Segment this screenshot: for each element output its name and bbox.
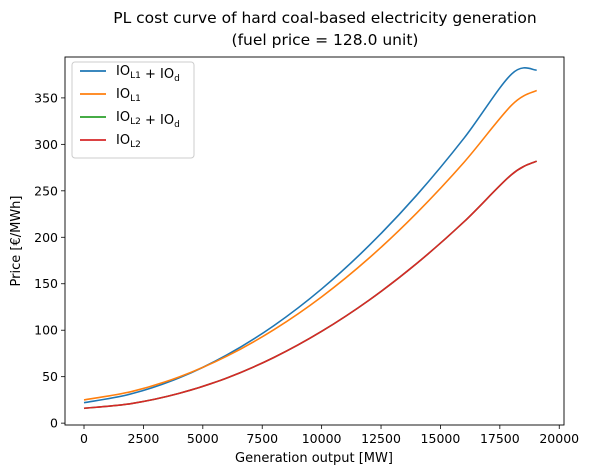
legend-label-part: IO <box>116 64 130 79</box>
y-tick-label: 50 <box>42 369 58 384</box>
legend-label-part: IO <box>116 110 130 125</box>
y-tick-label: 150 <box>34 276 58 291</box>
legend-label-part: IO <box>116 133 130 148</box>
legend-label-part: L2 <box>130 140 141 150</box>
x-tick-label: 7500 <box>246 431 278 446</box>
plot-frame <box>64 56 565 426</box>
x-tick-label: 5000 <box>187 431 219 446</box>
x-tick-label: 2500 <box>128 431 160 446</box>
legend-label-part: L1 <box>130 94 141 104</box>
chart-title-line-2: (fuel price = 128.0 unit) <box>232 31 419 49</box>
legend-label-3: IOL2 + IOd <box>116 110 180 130</box>
x-tick-label: 17500 <box>480 431 520 446</box>
legend-label-part: L1 <box>130 71 141 81</box>
x-axis-ticks: 0 2500 5000 7500 10000 12500 15000 17500 20000 <box>80 425 579 446</box>
legend-label-part: d <box>174 120 180 130</box>
y-tick-label: 0 <box>50 416 58 431</box>
x-tick-label: 12500 <box>361 431 401 446</box>
x-tick-label: 15000 <box>421 431 461 446</box>
y-axis-ticks: 0 50 100 150 200 250 300 350 <box>34 90 65 431</box>
y-tick-label: 350 <box>34 90 58 105</box>
series-line-2 <box>83 89 538 401</box>
y-tick-label: 200 <box>34 230 58 245</box>
series-line-4 <box>83 160 538 410</box>
legend-label-part: + IO <box>141 113 174 128</box>
legend-label-part: IO <box>116 87 130 102</box>
legend-label-1: IOL1 + IOd <box>116 64 180 84</box>
x-axis-label: Generation output [MW] <box>235 451 393 466</box>
series-lines <box>83 67 538 410</box>
legend-label-part: + IO <box>141 67 174 82</box>
legend-label-part: d <box>174 74 180 84</box>
y-tick-label: 100 <box>34 323 58 338</box>
y-axis-label: Price [€/MWh] <box>9 196 24 287</box>
x-tick-label: 10000 <box>302 431 342 446</box>
x-tick-label: 20000 <box>539 431 579 446</box>
y-tick-label: 300 <box>34 137 58 152</box>
legend-label-2: IOL1 <box>116 87 141 104</box>
series-line-3 <box>83 160 538 410</box>
x-tick-label: 0 <box>80 431 88 446</box>
plot-area: 0 2500 5000 7500 10000 12500 15000 17500 20000 0… <box>34 56 579 446</box>
chart-title-line-1: PL cost curve of hard coal-based electri… <box>113 9 536 27</box>
y-tick-label: 250 <box>34 183 58 198</box>
legend-frame <box>71 61 195 159</box>
legend-label-part: L2 <box>130 117 141 127</box>
legend-label-4: IOL2 <box>116 133 141 150</box>
series-line-1 <box>83 67 537 404</box>
